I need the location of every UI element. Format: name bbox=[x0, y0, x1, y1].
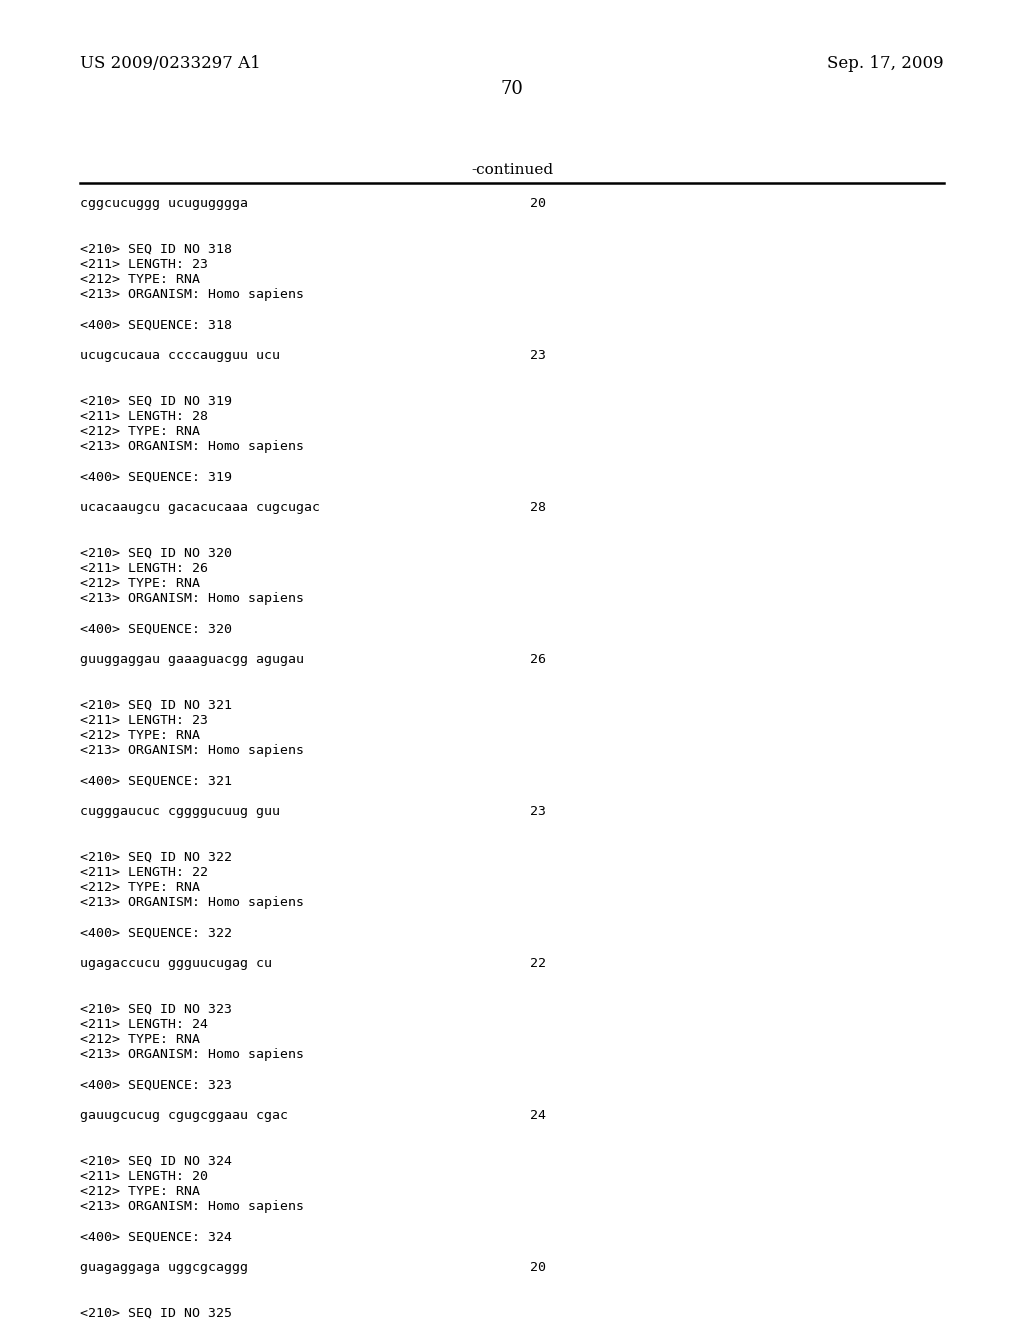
Text: <212> TYPE: RNA: <212> TYPE: RNA bbox=[80, 425, 200, 438]
Text: <210> SEQ ID NO 319: <210> SEQ ID NO 319 bbox=[80, 395, 232, 408]
Text: ugagaccucu ggguucugag cu: ugagaccucu ggguucugag cu bbox=[80, 957, 272, 970]
Text: <210> SEQ ID NO 324: <210> SEQ ID NO 324 bbox=[80, 1155, 232, 1168]
Text: guagaggaga uggcgcaggg: guagaggaga uggcgcaggg bbox=[80, 1261, 248, 1274]
Text: <212> TYPE: RNA: <212> TYPE: RNA bbox=[80, 1034, 200, 1045]
Text: <213> ORGANISM: Homo sapiens: <213> ORGANISM: Homo sapiens bbox=[80, 593, 304, 605]
Text: <211> LENGTH: 23: <211> LENGTH: 23 bbox=[80, 714, 208, 727]
Text: <400> SEQUENCE: 323: <400> SEQUENCE: 323 bbox=[80, 1078, 232, 1092]
Text: ucugcucaua ccccaugguu ucu: ucugcucaua ccccaugguu ucu bbox=[80, 348, 280, 362]
Text: <213> ORGANISM: Homo sapiens: <213> ORGANISM: Homo sapiens bbox=[80, 744, 304, 758]
Text: US 2009/0233297 A1: US 2009/0233297 A1 bbox=[80, 55, 261, 73]
Text: <400> SEQUENCE: 319: <400> SEQUENCE: 319 bbox=[80, 471, 232, 483]
Text: <213> ORGANISM: Homo sapiens: <213> ORGANISM: Homo sapiens bbox=[80, 1048, 304, 1061]
Text: 20: 20 bbox=[530, 1261, 546, 1274]
Text: <211> LENGTH: 23: <211> LENGTH: 23 bbox=[80, 257, 208, 271]
Text: <400> SEQUENCE: 321: <400> SEQUENCE: 321 bbox=[80, 775, 232, 788]
Text: <211> LENGTH: 20: <211> LENGTH: 20 bbox=[80, 1170, 208, 1183]
Text: <212> TYPE: RNA: <212> TYPE: RNA bbox=[80, 577, 200, 590]
Text: <212> TYPE: RNA: <212> TYPE: RNA bbox=[80, 880, 200, 894]
Text: cugggaucuc cggggucuug guu: cugggaucuc cggggucuug guu bbox=[80, 805, 280, 818]
Text: <212> TYPE: RNA: <212> TYPE: RNA bbox=[80, 1185, 200, 1199]
Text: cggcucuggg ucugugggga: cggcucuggg ucugugggga bbox=[80, 197, 248, 210]
Text: <210> SEQ ID NO 325: <210> SEQ ID NO 325 bbox=[80, 1307, 232, 1320]
Text: <211> LENGTH: 26: <211> LENGTH: 26 bbox=[80, 562, 208, 574]
Text: 23: 23 bbox=[530, 805, 546, 818]
Text: <212> TYPE: RNA: <212> TYPE: RNA bbox=[80, 729, 200, 742]
Text: -continued: -continued bbox=[471, 162, 553, 177]
Text: 20: 20 bbox=[530, 197, 546, 210]
Text: <400> SEQUENCE: 320: <400> SEQUENCE: 320 bbox=[80, 623, 232, 636]
Text: <400> SEQUENCE: 318: <400> SEQUENCE: 318 bbox=[80, 318, 232, 331]
Text: ucacaaugcu gacacucaaa cugcugac: ucacaaugcu gacacucaaa cugcugac bbox=[80, 502, 319, 513]
Text: 22: 22 bbox=[530, 957, 546, 970]
Text: <212> TYPE: RNA: <212> TYPE: RNA bbox=[80, 273, 200, 286]
Text: Sep. 17, 2009: Sep. 17, 2009 bbox=[827, 55, 944, 73]
Text: 28: 28 bbox=[530, 502, 546, 513]
Text: 26: 26 bbox=[530, 653, 546, 667]
Text: <213> ORGANISM: Homo sapiens: <213> ORGANISM: Homo sapiens bbox=[80, 288, 304, 301]
Text: <210> SEQ ID NO 323: <210> SEQ ID NO 323 bbox=[80, 1003, 232, 1015]
Text: <400> SEQUENCE: 322: <400> SEQUENCE: 322 bbox=[80, 927, 232, 940]
Text: 23: 23 bbox=[530, 348, 546, 362]
Text: gauugcucug cgugcggaau cgac: gauugcucug cgugcggaau cgac bbox=[80, 1109, 288, 1122]
Text: 24: 24 bbox=[530, 1109, 546, 1122]
Text: <210> SEQ ID NO 322: <210> SEQ ID NO 322 bbox=[80, 850, 232, 863]
Text: <213> ORGANISM: Homo sapiens: <213> ORGANISM: Homo sapiens bbox=[80, 440, 304, 453]
Text: <210> SEQ ID NO 318: <210> SEQ ID NO 318 bbox=[80, 243, 232, 256]
Text: <211> LENGTH: 22: <211> LENGTH: 22 bbox=[80, 866, 208, 879]
Text: <400> SEQUENCE: 324: <400> SEQUENCE: 324 bbox=[80, 1230, 232, 1243]
Text: <211> LENGTH: 24: <211> LENGTH: 24 bbox=[80, 1018, 208, 1031]
Text: <213> ORGANISM: Homo sapiens: <213> ORGANISM: Homo sapiens bbox=[80, 1200, 304, 1213]
Text: <210> SEQ ID NO 320: <210> SEQ ID NO 320 bbox=[80, 546, 232, 560]
Text: guuggaggau gaaaguacgg agugau: guuggaggau gaaaguacgg agugau bbox=[80, 653, 304, 667]
Text: <213> ORGANISM: Homo sapiens: <213> ORGANISM: Homo sapiens bbox=[80, 896, 304, 909]
Text: <211> LENGTH: 28: <211> LENGTH: 28 bbox=[80, 409, 208, 422]
Text: 70: 70 bbox=[501, 81, 523, 98]
Text: <210> SEQ ID NO 321: <210> SEQ ID NO 321 bbox=[80, 698, 232, 711]
